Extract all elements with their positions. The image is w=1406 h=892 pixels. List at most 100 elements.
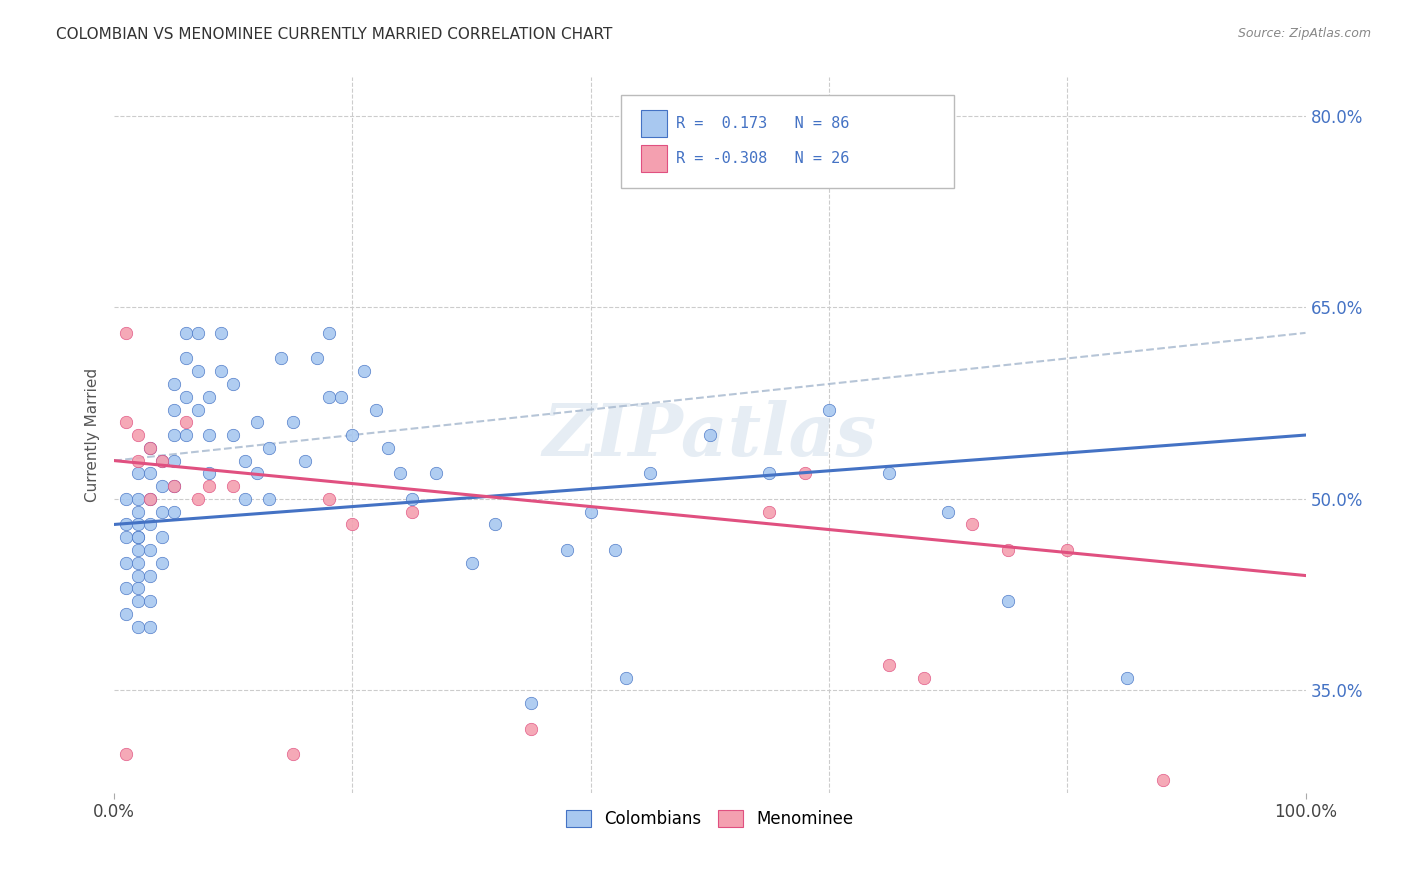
Point — [425, 467, 447, 481]
Point — [520, 696, 543, 710]
Point — [127, 517, 149, 532]
Point — [281, 747, 304, 762]
Point — [997, 543, 1019, 558]
Point — [127, 543, 149, 558]
Point — [758, 467, 780, 481]
Point — [209, 326, 232, 340]
Point — [936, 505, 959, 519]
Point — [139, 543, 162, 558]
Point — [115, 747, 138, 762]
Point — [115, 530, 138, 544]
Point — [318, 491, 340, 506]
Point — [163, 376, 186, 391]
Point — [257, 441, 280, 455]
Point — [198, 428, 221, 442]
Point — [912, 671, 935, 685]
Point — [115, 517, 138, 532]
FancyBboxPatch shape — [641, 145, 666, 172]
Point — [329, 390, 352, 404]
Point — [198, 467, 221, 481]
Point — [222, 428, 245, 442]
Point — [270, 351, 292, 366]
Text: COLOMBIAN VS MENOMINEE CURRENTLY MARRIED CORRELATION CHART: COLOMBIAN VS MENOMINEE CURRENTLY MARRIED… — [56, 27, 613, 42]
Point — [187, 402, 209, 417]
Point — [163, 453, 186, 467]
Point — [174, 351, 197, 366]
Point — [342, 428, 364, 442]
Point — [603, 543, 626, 558]
Point — [257, 491, 280, 506]
Point — [1056, 543, 1078, 558]
Point — [127, 467, 149, 481]
Point — [115, 491, 138, 506]
Point — [163, 479, 186, 493]
Point — [127, 530, 149, 544]
Point — [163, 428, 186, 442]
Point — [305, 351, 328, 366]
Point — [127, 619, 149, 633]
Point — [150, 505, 173, 519]
Point — [246, 467, 269, 481]
Point — [163, 402, 186, 417]
Point — [246, 415, 269, 429]
Point — [115, 582, 138, 596]
Point — [115, 607, 138, 621]
Point — [127, 505, 149, 519]
Point — [127, 453, 149, 467]
Point — [139, 619, 162, 633]
Point — [139, 441, 162, 455]
Point — [174, 390, 197, 404]
Point — [233, 491, 256, 506]
Y-axis label: Currently Married: Currently Married — [86, 368, 100, 502]
Point — [187, 326, 209, 340]
Text: Source: ZipAtlas.com: Source: ZipAtlas.com — [1237, 27, 1371, 40]
Point — [187, 491, 209, 506]
Point — [127, 530, 149, 544]
Point — [139, 441, 162, 455]
Point — [139, 491, 162, 506]
Point — [366, 402, 388, 417]
Point — [640, 467, 662, 481]
Point — [209, 364, 232, 378]
Point — [139, 568, 162, 582]
Point — [579, 505, 602, 519]
Point — [150, 453, 173, 467]
Point — [616, 671, 638, 685]
Point — [150, 530, 173, 544]
Point — [1152, 772, 1174, 787]
Point — [389, 467, 412, 481]
Point — [281, 415, 304, 429]
Point — [353, 364, 375, 378]
Point — [127, 582, 149, 596]
Point — [555, 543, 578, 558]
Point — [997, 594, 1019, 608]
Point — [520, 722, 543, 736]
Legend: Colombians, Menominee: Colombians, Menominee — [560, 803, 860, 834]
Point — [342, 517, 364, 532]
Point — [127, 594, 149, 608]
Point — [150, 453, 173, 467]
Point — [139, 517, 162, 532]
Point — [484, 517, 506, 532]
Point — [163, 479, 186, 493]
Point — [115, 415, 138, 429]
Point — [818, 402, 841, 417]
Point — [233, 453, 256, 467]
Point — [758, 505, 780, 519]
Text: ZIPatlas: ZIPatlas — [543, 400, 877, 471]
Point — [198, 479, 221, 493]
Point — [127, 556, 149, 570]
Point — [139, 467, 162, 481]
Point — [150, 556, 173, 570]
Point — [794, 467, 817, 481]
Point — [460, 556, 482, 570]
Point — [150, 479, 173, 493]
Point — [187, 364, 209, 378]
Point — [174, 415, 197, 429]
FancyBboxPatch shape — [641, 110, 666, 136]
Point — [222, 376, 245, 391]
Point — [318, 390, 340, 404]
Point — [699, 428, 721, 442]
Point — [960, 517, 983, 532]
Point — [174, 428, 197, 442]
